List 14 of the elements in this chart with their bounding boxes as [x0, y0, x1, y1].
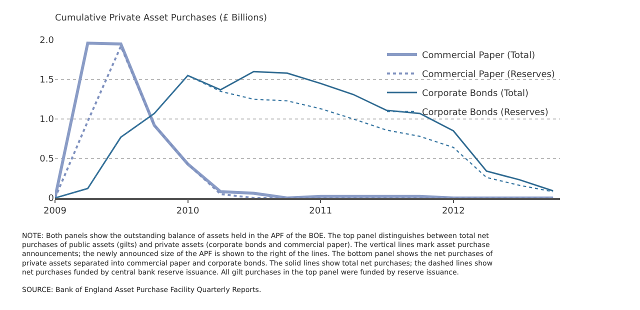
x-tick-label: 2010 [176, 206, 200, 217]
y-tick-label: 0.5 [40, 154, 54, 165]
chart-title: Cumulative Private Asset Purchases (£ Billions) [55, 13, 268, 24]
legend-label: Corporate Bonds (Reserves) [422, 108, 548, 118]
y-tick-label: 1.5 [40, 76, 54, 86]
y-tick-label: 1.0 [40, 115, 54, 126]
y-tick-label: 0 [48, 194, 54, 204]
x-tick-label: 2011 [309, 206, 332, 217]
legend-label: Commercial Paper (Total) [422, 51, 536, 62]
legend-label: Corporate Bonds (Total) [422, 89, 529, 100]
x-tick-label: 2009 [44, 206, 67, 217]
y-tick-label: 2.0 [40, 36, 54, 46]
legend-label: Commercial Paper (Reserves) [422, 70, 555, 80]
x-tick-label: 2012 [442, 206, 465, 217]
